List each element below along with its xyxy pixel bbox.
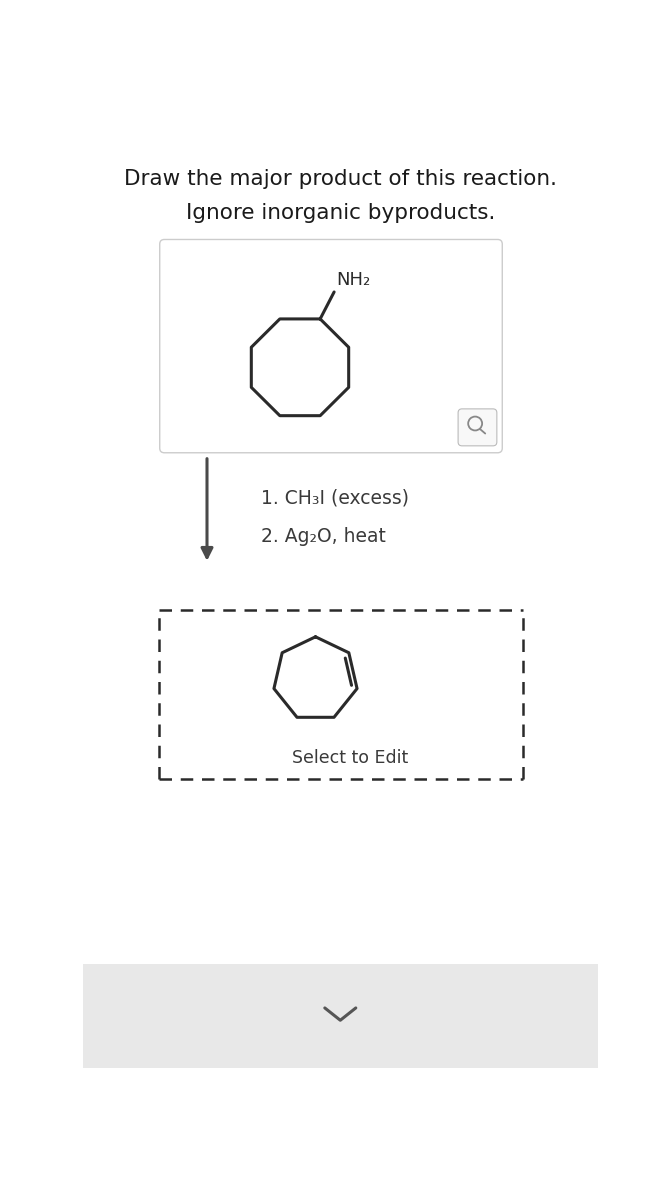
Text: Draw the major product of this reaction.: Draw the major product of this reaction.: [124, 169, 557, 188]
Text: 2. Ag₂O, heat: 2. Ag₂O, heat: [261, 527, 386, 546]
Bar: [83, 964, 598, 1068]
Text: NH₂: NH₂: [337, 271, 371, 289]
FancyBboxPatch shape: [160, 240, 502, 452]
Text: Select to Edit: Select to Edit: [292, 749, 408, 767]
Text: 1. CH₃I (excess): 1. CH₃I (excess): [261, 488, 409, 508]
FancyBboxPatch shape: [458, 409, 497, 446]
Text: Ignore inorganic byproducts.: Ignore inorganic byproducts.: [186, 203, 495, 223]
